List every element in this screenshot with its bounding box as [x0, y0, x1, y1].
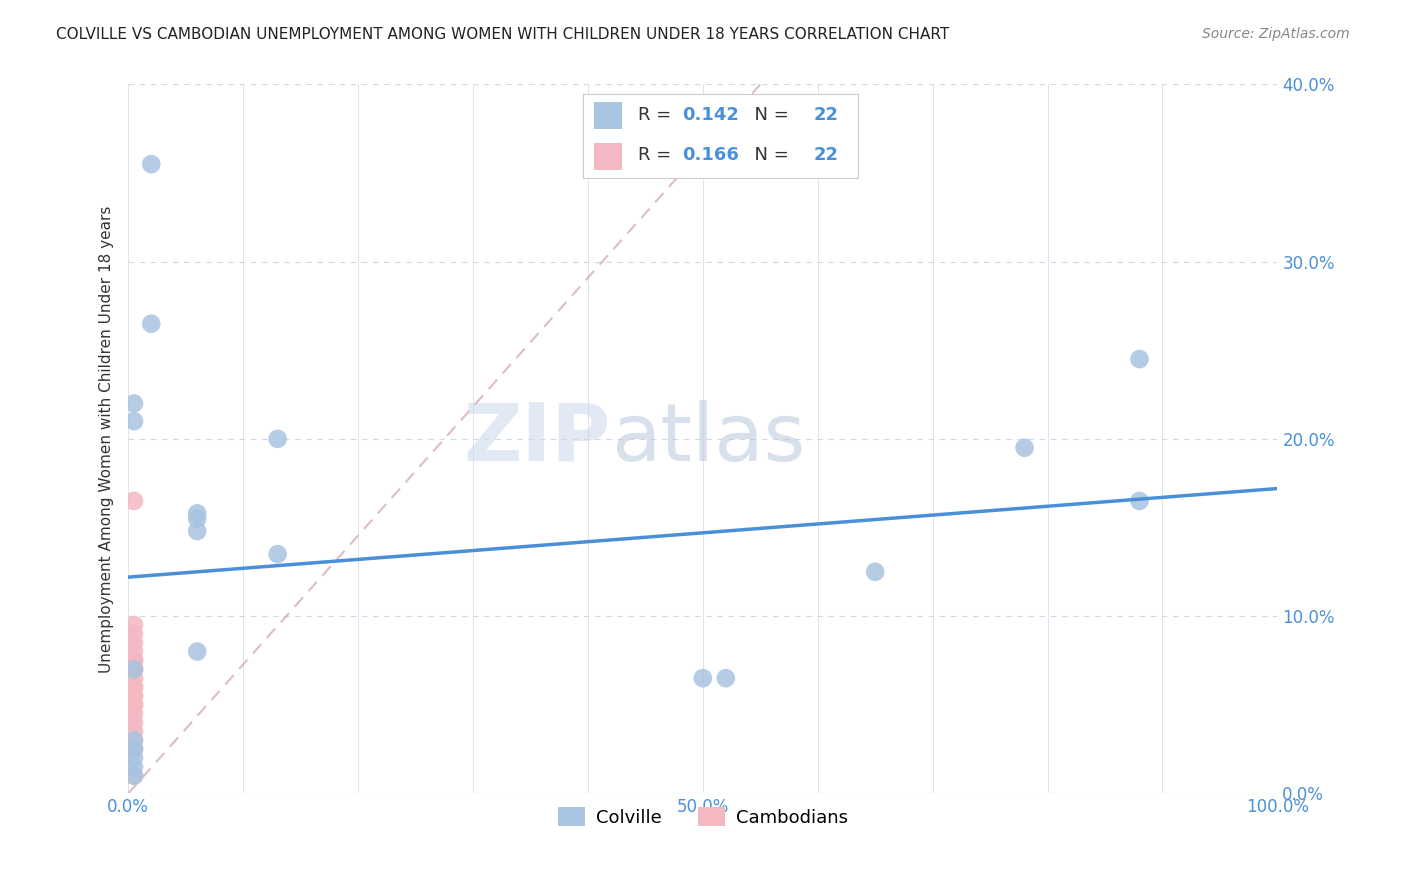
Point — [122, 715, 145, 730]
Text: atlas: atlas — [610, 400, 806, 478]
Text: COLVILLE VS CAMBODIAN UNEMPLOYMENT AMONG WOMEN WITH CHILDREN UNDER 18 YEARS CORR: COLVILLE VS CAMBODIAN UNEMPLOYMENT AMONG… — [56, 27, 949, 42]
Point — [186, 524, 208, 538]
Point — [122, 662, 145, 676]
Y-axis label: Unemployment Among Women with Children Under 18 years: Unemployment Among Women with Children U… — [100, 205, 114, 673]
Point — [122, 680, 145, 694]
Point — [122, 760, 145, 774]
Point — [122, 644, 145, 658]
Point — [122, 414, 145, 428]
Point — [141, 157, 163, 171]
Point — [122, 653, 145, 667]
Point — [266, 547, 288, 561]
Point — [122, 662, 145, 676]
Point — [122, 494, 145, 508]
Point — [122, 680, 145, 694]
Point — [692, 671, 714, 685]
Point — [122, 742, 145, 756]
Point — [122, 733, 145, 747]
Text: Source: ZipAtlas.com: Source: ZipAtlas.com — [1202, 27, 1350, 41]
Point — [186, 644, 208, 658]
Point — [122, 769, 145, 783]
Point — [122, 698, 145, 712]
Point — [141, 317, 163, 331]
Point — [122, 698, 145, 712]
Point — [186, 511, 208, 525]
Text: 0.166: 0.166 — [682, 146, 740, 164]
Point — [714, 671, 737, 685]
Point — [122, 653, 145, 667]
Point — [122, 733, 145, 747]
Text: R =: R = — [638, 146, 678, 164]
Point — [1128, 494, 1150, 508]
FancyBboxPatch shape — [595, 143, 621, 169]
Point — [122, 627, 145, 641]
Point — [266, 432, 288, 446]
Point — [122, 706, 145, 721]
Text: 0.142: 0.142 — [682, 106, 740, 124]
Text: 22: 22 — [814, 106, 839, 124]
Point — [863, 565, 886, 579]
Text: N =: N = — [742, 146, 794, 164]
FancyBboxPatch shape — [595, 103, 621, 129]
Point — [122, 769, 145, 783]
Text: N =: N = — [742, 106, 794, 124]
Point — [1128, 352, 1150, 367]
Point — [122, 396, 145, 410]
Point — [122, 618, 145, 632]
Point — [122, 689, 145, 703]
Point — [1014, 441, 1036, 455]
Text: ZIP: ZIP — [464, 400, 610, 478]
Text: 22: 22 — [814, 146, 839, 164]
Point — [122, 742, 145, 756]
Point — [122, 724, 145, 739]
Text: R =: R = — [638, 106, 678, 124]
Point — [122, 662, 145, 676]
Point — [122, 671, 145, 685]
Point — [186, 506, 208, 520]
Point — [122, 751, 145, 765]
Legend: Colville, Cambodians: Colville, Cambodians — [551, 800, 855, 834]
Point — [122, 636, 145, 650]
Point — [122, 689, 145, 703]
